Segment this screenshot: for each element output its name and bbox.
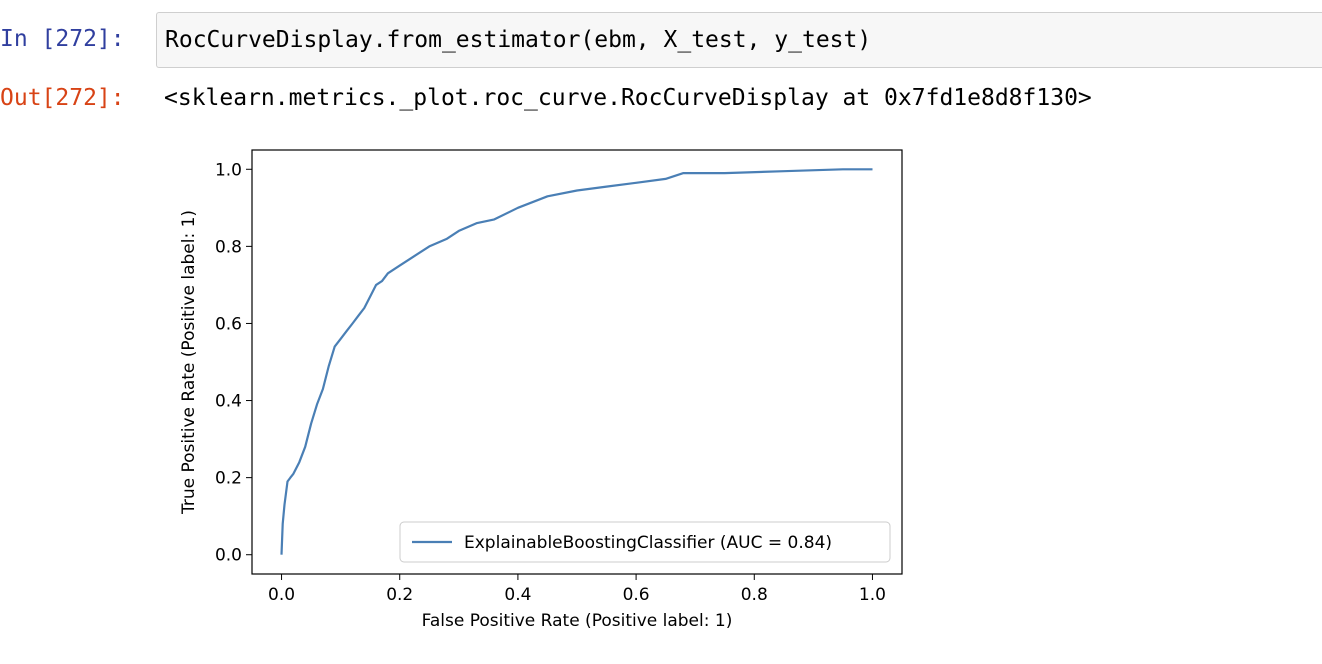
input-prompt: In [272]: [0, 26, 125, 52]
x-tick-label: 0.2 [386, 585, 413, 605]
x-axis-label: False Positive Rate (Positive label: 1) [422, 611, 733, 631]
roc-chart-svg: 0.0 0.2 0.4 0.6 0.8 1.0 0.0 0.2 0.4 0.6 0.8 1.0 Fals… [179, 149, 903, 631]
y-tick-label: 0.8 [215, 237, 242, 257]
legend-label: ExplainableBoostingClassifier (AUC = 0.8… [464, 533, 832, 553]
roc-chart: 0.0 0.2 0.4 0.6 0.8 1.0 0.0 0.2 0.4 0.6 0.8 1.0 Fals… [160, 130, 960, 650]
output-prompt: Out[272]: [0, 85, 125, 111]
y-axis-label: True Positive Rate (Positive label: 1) [179, 210, 199, 515]
y-tick-label: 0.6 [215, 314, 242, 334]
y-tick-label: 1.0 [215, 160, 242, 180]
roc-curve-line [280, 168, 873, 555]
code-input-cell[interactable]: RocCurveDisplay.from_estimator(ebm, X_te… [156, 12, 1322, 68]
y-tick-label: 0.0 [215, 546, 242, 566]
y-tick-label: 0.4 [215, 392, 242, 412]
x-tick-label: 0.6 [623, 585, 650, 605]
x-tick-label: 0.4 [504, 585, 531, 605]
legend-box [399, 521, 891, 563]
code-text: RocCurveDisplay.from_estimator(ebm, X_te… [165, 27, 872, 53]
x-tick-label: 1.0 [859, 585, 886, 605]
output-repr-text: <sklearn.metrics._plot.roc_curve.RocCurv… [164, 85, 1092, 111]
y-tick-label: 0.2 [215, 469, 242, 489]
x-tick-label: 0.8 [741, 585, 768, 605]
x-tick-label: 0.0 [268, 585, 295, 605]
plot-frame [251, 149, 903, 575]
